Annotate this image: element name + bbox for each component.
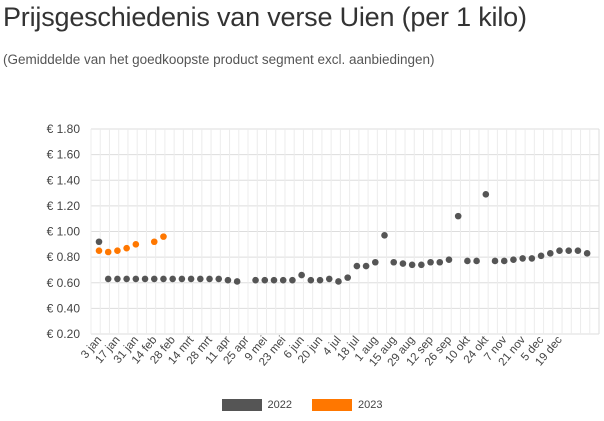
y-tick-label: € 0.60 <box>47 276 81 290</box>
data-point-2022[interactable] <box>233 278 241 285</box>
data-point-2022[interactable] <box>546 249 554 257</box>
data-point-2022[interactable] <box>252 276 259 284</box>
data-point-2022[interactable] <box>454 212 462 220</box>
y-tick-label: € 0.80 <box>47 250 81 264</box>
data-point-2022[interactable] <box>298 271 305 279</box>
grid-layer <box>90 128 600 335</box>
data-point-2022[interactable] <box>528 255 536 262</box>
data-point-2022[interactable] <box>519 255 526 262</box>
legend-swatch-2023 <box>312 399 352 411</box>
y-axis-labels: € 0.20 € 0.40 € 0.60 € 0.80 € 1.00 € 1.20 € 1.… <box>47 122 81 341</box>
data-point-2022[interactable] <box>197 275 204 283</box>
data-point-2022[interactable] <box>104 275 112 283</box>
data-point-2022[interactable] <box>261 276 269 284</box>
data-point-2022[interactable] <box>160 275 167 283</box>
y-tick-label: € 1.20 <box>47 199 81 213</box>
data-point-2023[interactable] <box>104 248 112 256</box>
data-point-2022[interactable] <box>427 258 434 266</box>
legend-label-2022: 2022 <box>267 399 292 411</box>
data-point-2022[interactable] <box>473 257 480 265</box>
data-point-2022[interactable] <box>390 258 398 266</box>
data-point-2023[interactable] <box>114 247 121 255</box>
data-point-2023[interactable] <box>132 241 140 248</box>
data-point-2022[interactable] <box>436 258 444 266</box>
data-point-2022[interactable] <box>169 275 176 283</box>
data-point-2023[interactable] <box>95 247 103 255</box>
data-point-2022[interactable] <box>565 247 573 255</box>
data-point-2022[interactable] <box>381 232 388 239</box>
data-point-2022[interactable] <box>556 247 563 255</box>
y-tick-label: € 0.20 <box>47 327 81 341</box>
data-point-2022[interactable] <box>491 257 499 265</box>
data-point-2022[interactable] <box>279 276 287 284</box>
data-point-2023[interactable] <box>160 233 167 240</box>
data-point-2022[interactable] <box>362 262 370 270</box>
y-tick-label: € 0.40 <box>47 301 81 315</box>
data-point-2022[interactable] <box>372 258 379 266</box>
data-point-2022[interactable] <box>289 276 296 284</box>
y-tick-label: € 1.80 <box>47 122 81 136</box>
data-point-2023[interactable] <box>123 244 130 252</box>
data-point-2022[interactable] <box>224 276 232 284</box>
data-point-2022[interactable] <box>408 261 416 269</box>
data-point-2022[interactable] <box>150 275 158 283</box>
data-point-2022[interactable] <box>482 191 490 198</box>
data-point-2022[interactable] <box>574 247 582 255</box>
legend-swatch-2022 <box>221 399 262 411</box>
data-point-2022[interactable] <box>418 261 425 269</box>
legend-item-2023[interactable]: 2023 <box>312 399 382 411</box>
data-point-2022[interactable] <box>114 275 121 283</box>
data-point-2022[interactable] <box>141 275 149 283</box>
data-point-2022[interactable] <box>344 274 351 281</box>
data-point-2022[interactable] <box>399 260 407 267</box>
data-point-2023[interactable] <box>150 238 158 246</box>
data-point-2022[interactable] <box>464 257 471 265</box>
data-point-2022[interactable] <box>500 257 508 265</box>
data-point-2022[interactable] <box>583 249 591 257</box>
data-point-2022[interactable] <box>316 276 324 284</box>
y-tick-label: € 1.00 <box>47 225 81 239</box>
data-point-2022[interactable] <box>178 275 186 283</box>
data-point-2022[interactable] <box>307 276 315 284</box>
data-point-2022[interactable] <box>353 262 361 270</box>
legend-label-2023: 2023 <box>358 399 383 411</box>
data-point-2022[interactable] <box>335 278 342 285</box>
data-point-2022[interactable] <box>537 252 545 260</box>
data-point-2022[interactable] <box>445 256 453 263</box>
y-tick-label: € 1.40 <box>47 173 81 187</box>
y-tick-label: € 1.60 <box>47 148 81 162</box>
data-point-2022[interactable] <box>215 275 223 283</box>
legend-item-2022[interactable]: 2022 <box>221 399 292 411</box>
data-point-2022[interactable] <box>187 275 195 283</box>
chart-title: Prijsgeschiedenis van verse Uien (per 1 … <box>3 2 527 32</box>
data-point-2022[interactable] <box>510 256 517 263</box>
data-point-2022[interactable] <box>325 275 333 283</box>
data-point-2022[interactable] <box>123 275 130 283</box>
data-point-2022[interactable] <box>270 276 278 284</box>
data-point-2022[interactable] <box>95 238 103 246</box>
data-point-2022[interactable] <box>206 275 213 283</box>
data-point-2022[interactable] <box>132 275 140 283</box>
data-points <box>95 191 591 285</box>
chart-subtitle: (Gemiddelde van het goedkoopste product … <box>3 52 435 67</box>
legend: 2022 2023 <box>0 399 604 411</box>
